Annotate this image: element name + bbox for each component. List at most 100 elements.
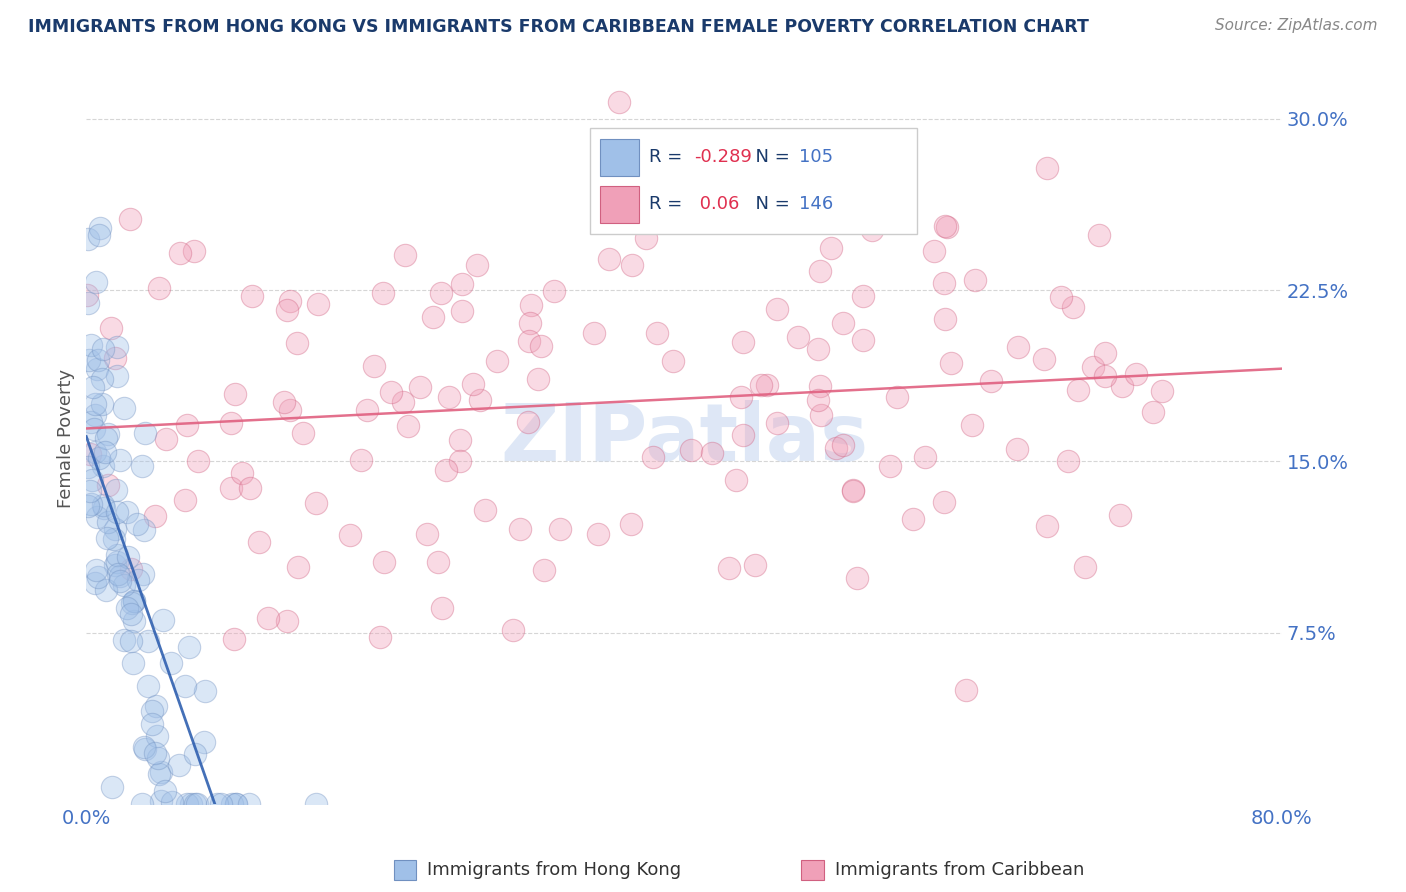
Point: [450, 277, 472, 292]
Point: [94, 431, 117, 445]
Point: [160, 656, 183, 670]
Point: [86, 509, 108, 524]
Text: Source: ZipAtlas.com: Source: ZipAtlas.com: [1215, 18, 1378, 33]
Point: [145, 699, 167, 714]
Point: [86, 362, 108, 376]
Point: [842, 483, 865, 498]
Point: [80, 415, 103, 429]
Point: [186, 797, 208, 811]
Y-axis label: Female Poverty: Female Poverty: [58, 369, 75, 508]
Point: [121, 596, 143, 610]
Text: N =: N =: [744, 148, 796, 167]
Point: [962, 418, 984, 433]
Point: [474, 502, 496, 516]
Point: [148, 767, 170, 781]
Point: [787, 329, 810, 343]
Point: [112, 401, 135, 415]
Point: [901, 512, 924, 526]
Point: [152, 614, 174, 628]
Point: [756, 378, 779, 392]
Point: [278, 403, 301, 417]
Point: [461, 377, 484, 392]
Point: [1066, 384, 1088, 398]
Point: [105, 368, 128, 383]
Point: [825, 442, 848, 456]
Point: [91, 342, 114, 356]
Point: [718, 561, 741, 575]
Point: [485, 354, 508, 368]
Point: [276, 303, 298, 318]
Point: [808, 378, 831, 392]
Point: [110, 453, 132, 467]
Point: [76, 460, 98, 475]
Point: [1142, 405, 1164, 419]
Point: [176, 797, 198, 811]
Point: [132, 740, 155, 755]
Point: [519, 316, 541, 330]
Point: [307, 297, 329, 311]
Point: [744, 558, 766, 573]
Point: [105, 555, 128, 569]
Point: [437, 391, 460, 405]
Point: [112, 578, 135, 592]
Point: [169, 245, 191, 260]
Point: [120, 607, 142, 621]
Point: [607, 95, 630, 109]
Point: [422, 310, 444, 324]
Point: [167, 758, 190, 772]
Point: [1062, 301, 1084, 315]
Point: [396, 418, 419, 433]
Point: [82, 474, 104, 488]
Point: [134, 742, 156, 756]
Point: [103, 558, 125, 573]
Point: [176, 418, 198, 433]
Point: [136, 679, 159, 693]
Point: [808, 264, 831, 278]
Point: [273, 395, 295, 409]
Point: [187, 453, 209, 467]
Point: [143, 509, 166, 524]
Point: [221, 416, 243, 430]
Point: [141, 704, 163, 718]
Point: [224, 386, 246, 401]
Text: 0.06: 0.06: [693, 195, 740, 213]
Point: [645, 326, 668, 341]
Point: [96, 427, 118, 442]
Point: [183, 747, 205, 761]
Point: [350, 453, 373, 467]
Point: [84, 275, 107, 289]
Text: N =: N =: [744, 195, 796, 213]
Point: [93, 445, 115, 459]
Point: [434, 463, 457, 477]
Point: [851, 289, 873, 303]
Point: [114, 632, 136, 647]
Point: [939, 356, 962, 370]
Point: [636, 231, 658, 245]
Point: [180, 797, 202, 811]
Point: [965, 272, 987, 286]
Point: [1035, 161, 1057, 175]
Point: [886, 390, 908, 404]
Point: [1150, 384, 1173, 399]
Point: [149, 765, 172, 780]
Point: [76, 295, 98, 310]
Point: [415, 527, 437, 541]
Point: [84, 575, 107, 590]
Point: [205, 797, 228, 811]
Point: [146, 729, 169, 743]
Point: [1057, 454, 1080, 468]
Point: [97, 478, 120, 492]
Point: [83, 422, 105, 436]
Point: [127, 573, 149, 587]
Point: [87, 570, 110, 584]
Point: [955, 682, 977, 697]
Point: [110, 574, 132, 589]
Point: [257, 611, 280, 625]
Point: [606, 213, 628, 227]
Point: [120, 211, 142, 226]
Point: [520, 298, 543, 312]
Point: [105, 483, 128, 497]
Point: [860, 223, 883, 237]
Point: [914, 450, 936, 465]
Point: [247, 534, 270, 549]
